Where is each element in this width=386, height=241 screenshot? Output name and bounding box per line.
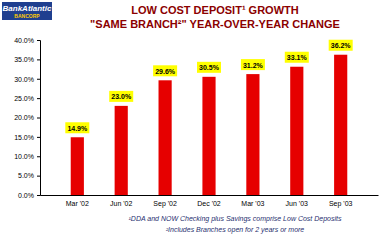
x-tick: Dec '02: [197, 195, 221, 207]
y-tick: 20.0%: [14, 114, 40, 121]
data-label-bg: [329, 40, 353, 51]
logo-box: [2, 2, 52, 20]
y-tick-label: 30.0%: [14, 75, 34, 82]
y-tick: 15.0%: [14, 134, 40, 141]
x-tick-label: Sep '03: [329, 200, 353, 208]
x-tick: Mar '03: [241, 195, 264, 207]
data-label: 31.2%: [243, 62, 264, 69]
data-label-bg: [197, 62, 221, 73]
y-tick-label: 10.0%: [14, 153, 34, 160]
x-tick-label: Mar '03: [241, 200, 264, 207]
x-tick-label: Jun '02: [110, 200, 132, 207]
y-tick-mark: [37, 59, 40, 60]
data-label-bg: [109, 91, 133, 102]
y-tick-label: 35.0%: [14, 56, 34, 63]
logo: BankAtlanticBANCORP: [2, 2, 52, 20]
bar: [115, 106, 128, 195]
y-tick: 0.0%: [18, 192, 40, 199]
y-tick: 30.0%: [14, 75, 40, 82]
x-tick: Sep '02: [153, 195, 177, 208]
y-tick-label: 15.0%: [14, 134, 34, 141]
data-label: 30.5%: [199, 64, 220, 71]
bar: [159, 80, 172, 195]
x-tick: Sep '03: [329, 195, 353, 208]
y-tick-label: 40.0%: [14, 37, 34, 44]
y-tick: 5.0%: [18, 172, 40, 179]
title: LOW COST DEPOSIT¹ GROWTH: [131, 4, 298, 16]
x-axis-line: [41, 195, 379, 196]
y-tick-label: 5.0%: [18, 172, 34, 179]
y-tick-mark: [37, 79, 40, 80]
y-tick-mark: [37, 40, 40, 41]
bar: [246, 74, 259, 195]
bar: [334, 55, 347, 195]
bar: [290, 67, 303, 195]
x-tick: Mar '02: [66, 195, 89, 207]
y-tick-mark: [37, 195, 40, 196]
data-label-bg: [241, 59, 265, 70]
y-axis-line: [37, 41, 41, 196]
y-tick-mark: [37, 118, 40, 119]
subtitle: "SAME BRANCH²" YEAR-OVER-YEAR CHANGE: [90, 18, 340, 30]
data-label: 14.9%: [67, 125, 88, 132]
y-tick-mark: [37, 156, 40, 157]
data-label-bg: [153, 65, 177, 76]
y-tick: 35.0%: [14, 56, 40, 63]
y-axis: 0.0% 5.0% 10.0% 15.0% 20.0% 25.0% 30.0% 35.0% 40…: [14, 37, 40, 199]
data-label: 33.1%: [287, 54, 308, 61]
y-tick: 25.0%: [14, 95, 40, 102]
y-tick-label: 20.0%: [14, 114, 34, 121]
footnote: ²Includes Branches open for 2 years or m…: [166, 226, 305, 234]
bars: [71, 55, 348, 195]
x-tick: Jun '02: [110, 195, 132, 207]
data-label: 36.2%: [331, 42, 352, 49]
data-label: 23.0%: [111, 93, 132, 100]
y-tick-mark: [37, 176, 40, 177]
x-tick-label: Mar '02: [66, 200, 89, 207]
logo-sub: BANCORP: [14, 13, 40, 19]
y-tick-mark: [37, 98, 40, 99]
x-tick-label: Dec '02: [197, 200, 221, 207]
data-label: 29.6%: [155, 68, 176, 75]
bar: [71, 137, 84, 195]
x-tick-label: Sep '02: [153, 200, 177, 208]
logo-name: BankAtlantic: [3, 4, 52, 13]
y-tick-label: 0.0%: [18, 192, 34, 199]
x-tick: Jun '03: [286, 195, 308, 207]
y-tick: 40.0%: [14, 37, 40, 44]
y-tick-mark: [37, 137, 40, 138]
data-label-bg: [65, 122, 89, 133]
y-tick-label: 25.0%: [14, 95, 34, 102]
data-label-bg: [285, 52, 309, 63]
data-labels: 14.9% 23.0% 29.6% 30.5% 31.2% 33.1% 36.2%: [65, 40, 352, 134]
x-axis: Mar '02 Jun '02 Sep '02 Dec '02 Mar '03 Jun '…: [41, 195, 379, 208]
y-tick: 10.0%: [14, 153, 40, 160]
footnote: ¹DDA and NOW Checking plus Savings compr…: [129, 215, 342, 223]
x-tick-label: Jun '03: [286, 200, 308, 207]
bar: [202, 77, 215, 195]
